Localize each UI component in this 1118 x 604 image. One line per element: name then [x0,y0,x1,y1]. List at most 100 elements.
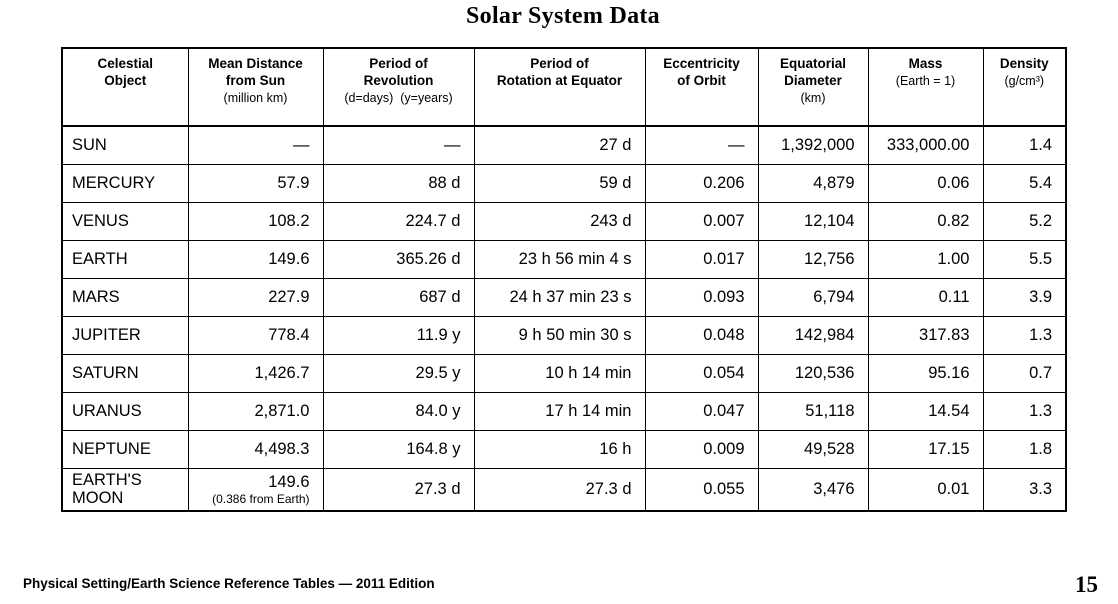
column-unit: (d=days) (y=years) [344,90,453,105]
table-row: SUN — —27 d —1,392,000 333,000.00 1.4 [61,125,1067,165]
table-cell: 5.5 [982,239,1067,279]
table-cell: — [322,125,475,165]
table-cell: 11.9 y [322,315,475,355]
table-row: MARS 227.9 687 d 24 h 37 min 23 s 0.093 6,794… [61,277,1067,317]
celestial-object-name: SUN [61,125,189,165]
table-cell: 14.54 [867,391,984,431]
page-number: 15 [1075,572,1098,597]
column-header-equatorial-diameter: Equatorial Diameter (km) [757,47,869,127]
table-cell: 4,879 [757,163,869,203]
solar-system-data-table: Celestial Object Mean Distance from Sun … [61,47,1067,513]
celestial-object-name: SATURN [61,353,189,393]
table-header: Celestial Object Mean Distance from Sun … [61,47,1067,127]
page-footer: Physical Setting/Earth Science Reference… [0,572,1118,600]
cell-note: (0.386 from Earth) [212,491,310,506]
table-body: SUN — —27 d —1,392,000 333,000.00 1.4 MERCURY 5… [61,125,1067,512]
table-cell: 164.8 y [322,429,475,469]
table-cell: 27.3 d [473,467,646,512]
table-cell: 1.4 [982,125,1067,165]
table-cell: 1.3 [982,391,1067,431]
table-cell: 4,498.3 [187,429,324,469]
table-cell: 29.5 y [322,353,475,393]
table-cell: 0.047 [644,391,759,431]
table-cell: 0.11 [867,277,984,317]
table-row: EARTH'S MOON 149.6 (0.386 from Earth) 27.3 d… [61,467,1067,512]
table-cell: 142,984 [757,315,869,355]
table-cell: 0.82 [867,201,984,241]
page-title: Solar System Data [466,3,660,29]
table-cell: 5.2 [982,201,1067,241]
table-row: SATURN 1,426.7 29.5 y 10 h 14 min 0.054 120,5… [61,353,1067,393]
table-cell: — [644,125,759,165]
celestial-object-name: MARS [61,277,189,317]
column-header-mass: Mass (Earth = 1) [867,47,984,127]
table-cell: 59 d [473,163,646,203]
celestial-object-name: URANUS [61,391,189,431]
table-cell: 5.4 [982,163,1067,203]
table-cell: 317.83 [867,315,984,355]
table-cell: — [187,125,324,165]
table-cell: 3.3 [982,467,1067,512]
table-cell: 88 d [322,163,475,203]
celestial-object-name: MERCURY [61,163,189,203]
table-cell: 27 d [473,125,646,165]
column-header-density: Density (g/cm³) [982,47,1067,127]
column-unit: (km) [800,90,826,105]
table-cell: 84.0 y [322,391,475,431]
table-cell: 10 h 14 min [473,353,646,393]
table-cell: 51,118 [757,391,869,431]
table-cell: 23 h 56 min 4 s [473,239,646,279]
column-header-period-of-revolution: Period of Revolution (d=days) (y=years) [322,47,475,127]
table-cell: 227.9 [187,277,324,317]
table-cell: 9 h 50 min 30 s [473,315,646,355]
table-cell: 1,392,000 [757,125,869,165]
celestial-object-name: VENUS [61,201,189,241]
column-header-eccentricity: Eccentricity of Orbit [644,47,759,127]
table-cell: 149.6 (0.386 from Earth) [187,467,324,512]
table-row: NEPTUNE 4,498.3 164.8 y 16 h 0.009 49,528 17.1… [61,429,1067,469]
table-cell: 49,528 [757,429,869,469]
table-cell: 0.093 [644,277,759,317]
table-cell: 57.9 [187,163,324,203]
table-cell: 95.16 [867,353,984,393]
column-header-mean-distance: Mean Distance from Sun (million km) [187,47,324,127]
table-cell: 0.01 [867,467,984,512]
column-unit: (million km) [223,90,288,105]
table-cell: 3,476 [757,467,869,512]
table-cell: 687 d [322,277,475,317]
table-cell: 0.206 [644,163,759,203]
table-row: MERCURY 57.9 88 d 59 d 0.206 4,879 0.06 5.4 [61,163,1067,203]
table-cell: 0.007 [644,201,759,241]
table-cell: 778.4 [187,315,324,355]
table-cell: 1,426.7 [187,353,324,393]
table-cell: 120,536 [757,353,869,393]
table-cell: 1.3 [982,315,1067,355]
table-cell: 1.00 [867,239,984,279]
table-cell: 12,756 [757,239,869,279]
table-cell: 149.6 [187,239,324,279]
column-unit: (Earth = 1) [895,73,956,88]
celestial-object-name: EARTH'S MOON [61,467,189,512]
table-cell: 6,794 [757,277,869,317]
table-row: URANUS 2,871.0 84.0 y 17 h 14 min 0.047 51,11… [61,391,1067,431]
table-cell: 12,104 [757,201,869,241]
table-cell: 27.3 d [322,467,475,512]
table-cell: 333,000.00 [867,125,984,165]
header-row: Celestial Object Mean Distance from Sun … [61,47,1067,127]
celestial-object-name: EARTH [61,239,189,279]
footer-edition-text: Physical Setting/Earth Science Reference… [23,576,435,591]
table-cell: 24 h 37 min 23 s [473,277,646,317]
table-cell: 108.2 [187,201,324,241]
column-header-period-of-rotation: Period of Rotation at Equator [473,47,646,127]
table-cell: 0.055 [644,467,759,512]
table-cell: 365.26 d [322,239,475,279]
table-cell: 2,871.0 [187,391,324,431]
table-cell: 0.054 [644,353,759,393]
table-cell: 0.009 [644,429,759,469]
column-header-celestial-object: Celestial Object [61,47,189,127]
table-cell: 0.017 [644,239,759,279]
table-cell: 1.8 [982,429,1067,469]
table-row: EARTH 149.6 365.26 d 23 h 56 min 4 s 0.017 12… [61,239,1067,279]
table-row: VENUS 108.2 224.7 d 243 d 0.007 12,104 0.82 5.2 [61,201,1067,241]
